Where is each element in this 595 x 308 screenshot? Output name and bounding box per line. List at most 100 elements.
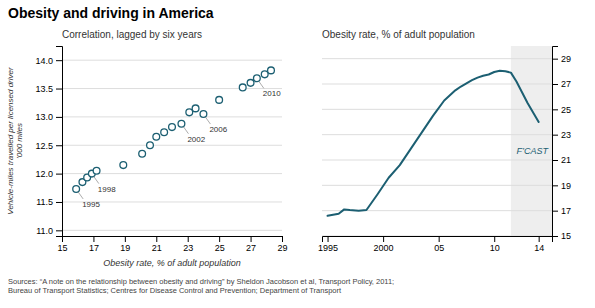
y-tick-label: 15 [561,231,571,241]
y-tick-label: 12.0 [35,169,53,179]
x-tick: 23 [183,236,193,253]
x-tick-mark [494,236,495,242]
panel-title: Correlation, lagged by six years [62,29,202,40]
y-tick-label: 13.0 [35,112,53,122]
y-tick: 21 [552,155,571,165]
annotation: 2002 [187,135,205,144]
annotation-leader [78,192,83,199]
annotation-leader [94,177,99,184]
y-tick-mark [552,84,558,85]
x-tick: 17 [89,236,99,253]
scatter-point [247,79,254,86]
x-tick: 05 [434,236,444,253]
scatter-point [192,105,199,112]
scatter-point [239,84,246,91]
x-tick-label: 21 [152,243,162,253]
x-tick: 1995 [318,236,338,253]
panel-title: Obesity rate, % of adult population [322,29,475,40]
x-tick: 14 [534,236,544,253]
x-tick: 10 [490,236,500,253]
y-tick: 14.0 [35,56,62,66]
x-tick-mark [156,236,157,242]
x-tick-label: 25 [215,243,225,253]
y-axis-label-line: ’000 miles [15,123,24,159]
y-tick-label: 21 [561,155,571,165]
y-tick-mark [56,60,62,61]
y-tick-label: 25 [561,105,571,115]
y-tick-label: 27 [561,79,571,89]
x-tick-label: 2000 [374,243,394,253]
annotation: 1995 [82,200,100,209]
grid-line [322,58,552,59]
x-tick-label: 1995 [318,243,338,253]
plot-area [322,46,552,236]
panel: 1995 2000 05 10 14 15 17 19 21 23 25 27 29 Obesity ra… [318,29,571,253]
axis-domain [56,47,63,237]
x-tick: 21 [152,236,162,253]
scatter-point [139,150,146,157]
x-tick: 27 [246,236,256,253]
x-tick-mark [328,236,329,242]
scatter-point [169,124,176,131]
y-axis-label-line: Vehicle-miles travelled per licensed dri… [6,67,15,215]
line-series [328,71,539,216]
y-tick: 11.0 [36,226,62,236]
annotation: 1998 [98,185,116,194]
y-tick-mark [56,145,62,146]
x-tick-label: 14 [534,243,544,253]
y-tick-label: 11.0 [36,226,53,236]
y-tick: 11.5 [36,197,62,207]
source-line: Bureau of Transport Statistics; Centres … [8,286,342,295]
x-tick-mark [188,236,189,242]
source: Sources: “A note on the relationship bet… [8,277,394,295]
axis-domain [553,47,559,237]
scatter-point [73,186,80,193]
y-tick-mark [552,59,558,60]
grid-line [62,230,282,231]
scatter-point [200,111,207,118]
x-tick-mark [93,236,94,242]
y-tick: 19 [552,181,571,191]
grid-line [322,185,552,186]
y-tick-mark [552,185,558,186]
x-tick-label: 19 [120,243,130,253]
annotation: F’CAST [516,146,549,156]
x-tick: 2000 [374,236,394,253]
x-tick-label: 10 [490,243,500,253]
y-tick-label: 23 [561,130,571,140]
grid-line [322,236,552,237]
y-tick: 13.0 [35,112,62,122]
x-tick: 25 [215,236,225,253]
forecast-span [511,46,552,236]
x-axis: 15 17 19 21 23 25 27 29 [57,236,287,253]
scatter-point [147,142,154,149]
scatter-point [186,109,193,116]
x-tick: 19 [120,236,130,253]
y-axis: 11.011.512.012.513.013.514.0 [35,47,62,237]
annotation-leader [205,117,210,124]
x-tick-label: 29 [277,243,287,253]
y-tick: 12.5 [35,141,62,151]
y-tick: 17 [552,206,571,216]
title: Obesity and driving in America [8,5,214,21]
y-tick-label: 11.5 [36,197,53,207]
scatter-point [261,71,268,78]
y-tick-mark [552,211,558,212]
y-tick-mark [552,236,558,237]
x-tick: 15 [57,236,67,253]
annotation: 2006 [209,125,227,134]
x-tick-label: 27 [246,243,256,253]
y-tick-label: 19 [561,181,571,191]
y-axis-label: Vehicle-miles travelled per licensed dri… [6,67,24,215]
y-tick-mark [552,109,558,110]
annotation-leader [183,127,188,134]
y-tick: 29 [552,54,571,64]
x-tick-mark [251,236,252,242]
grid-line [62,88,282,89]
x-tick-mark [282,236,283,242]
scatter-point [153,133,160,140]
grid-line [322,134,552,135]
y-tick-mark [552,160,558,161]
grid-line [62,116,282,117]
grid-line [62,60,282,61]
